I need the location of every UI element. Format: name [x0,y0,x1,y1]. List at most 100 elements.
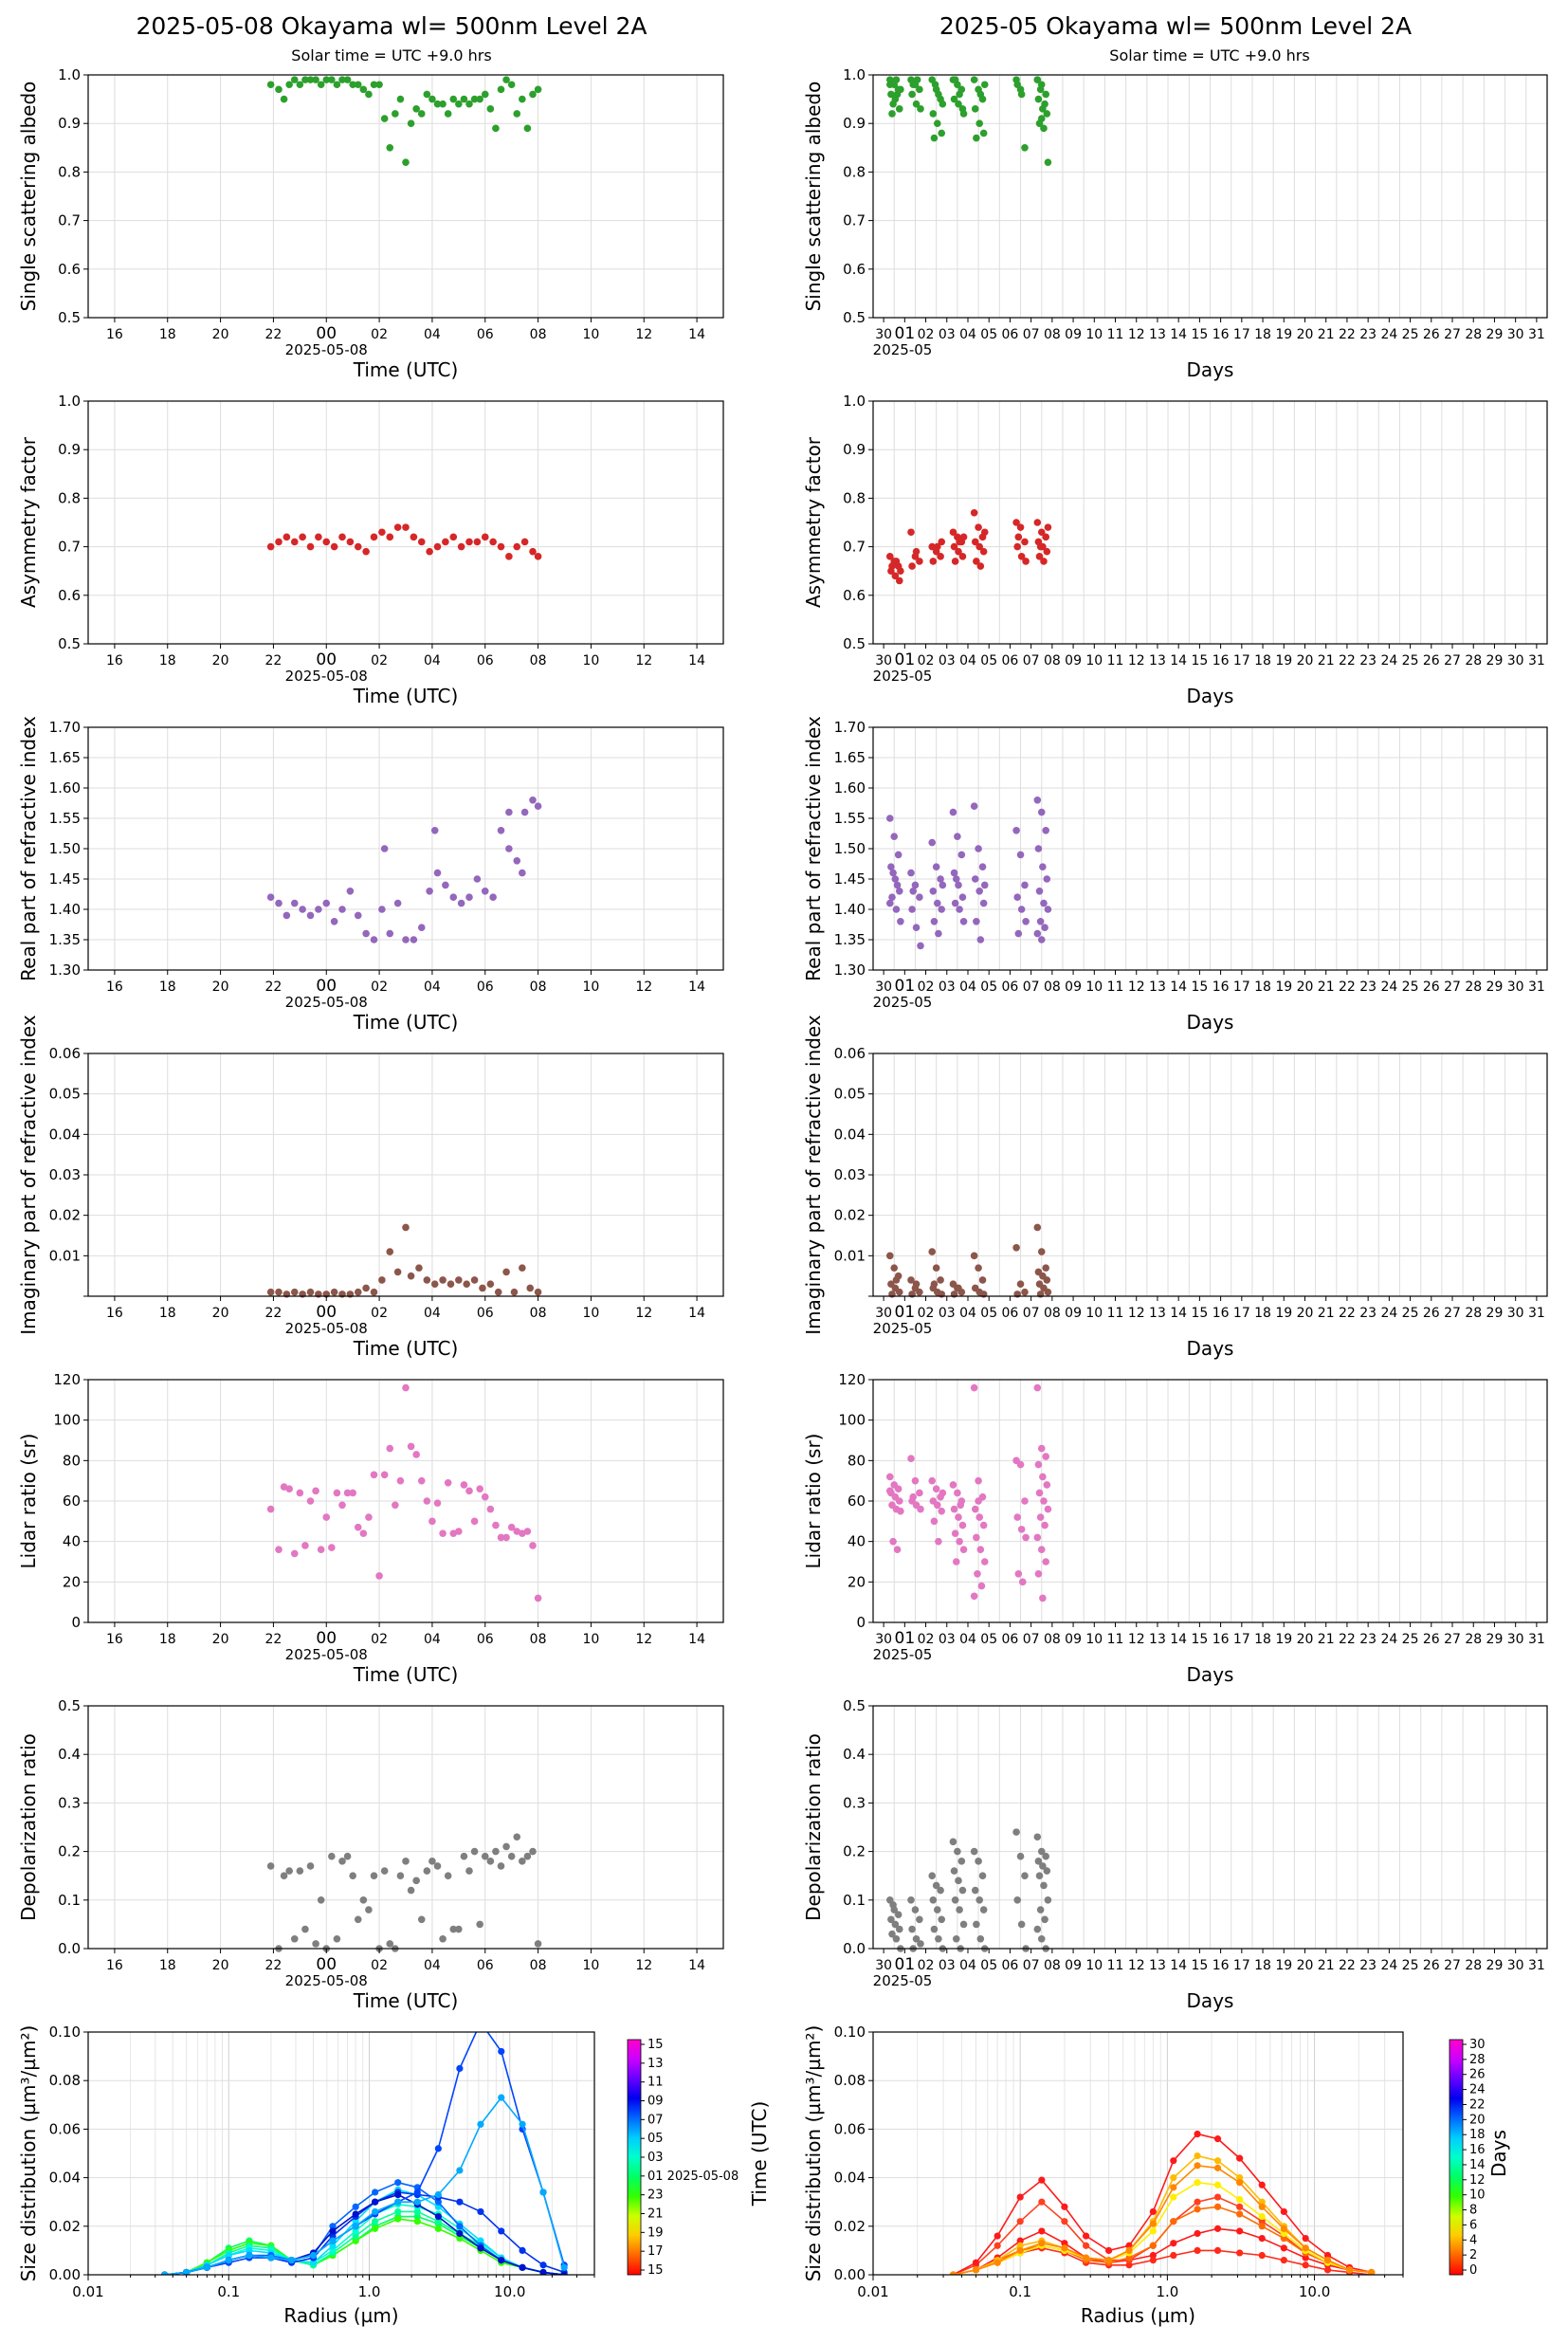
data-point [434,2145,442,2152]
data-point [275,899,283,907]
data-point [893,1546,902,1553]
x-date-label: 2025-05-08 [285,341,368,358]
x-tick-label: 22 [265,653,283,668]
data-point [956,1537,963,1546]
data-point [370,1471,378,1479]
data-point [909,1492,918,1501]
colorbar-tick-label: 11 [647,2076,664,2090]
data-point [473,538,482,546]
data-point [950,542,958,551]
data-point [930,1280,939,1288]
data-point [433,542,442,551]
data-point [1016,2218,1024,2225]
plot-frame [872,1379,1548,1623]
x-tick-label: 24 [1380,1306,1397,1321]
data-point [959,918,968,925]
data-point [1013,1896,1021,1904]
data-point [972,2266,980,2274]
data-point [895,888,903,895]
plot-frame [872,74,1548,319]
data-point [959,1546,968,1553]
data-point [477,2207,484,2216]
data-point [520,538,529,546]
data-point [1213,2193,1222,2201]
data-point [1016,1852,1025,1860]
colorbar-tick-label: 15 [647,2038,664,2052]
x-tick-label: 31 [1528,1306,1545,1321]
data-point [937,1886,944,1895]
x-tick-label: 13 [1149,327,1166,342]
x-tick-label: 29 [1486,327,1504,342]
data-point [958,553,967,560]
data-point [455,100,463,108]
data-point [392,110,399,118]
data-point [938,906,946,913]
data-point [225,2257,232,2264]
y-axis-label: Size distribution (µm³/µm²) [17,2025,40,2282]
data-point [507,1523,516,1531]
x-tick-label: 30 [1507,1632,1524,1647]
x-tick-label: 05 [980,1306,997,1321]
plot-frame [87,1705,724,1950]
x-tick-label: 28 [1465,980,1482,995]
data-point [434,2225,442,2232]
colorbar-tick-label: 09 [647,2095,664,2109]
data-point [203,2263,210,2271]
data-point [935,90,942,99]
x-tick-label: 16 [106,980,123,995]
x-tick-label: 15 [1191,1632,1208,1647]
x-tick-label: 06 [477,653,494,668]
data-point [246,2251,253,2260]
data-point [306,1288,315,1296]
data-point [394,2179,402,2187]
data-point [1021,1497,1029,1505]
y-tick-label: 1.45 [834,870,866,888]
x-tick-label: 18 [1254,1306,1271,1321]
x-tick-label: 24 [1380,653,1397,668]
data-point [352,2218,359,2225]
x-tick-label: 22 [265,1958,283,1973]
data-point [299,906,306,913]
data-point [520,808,529,816]
data-point [973,1533,980,1542]
data-point [954,833,961,840]
data-point [1258,2181,1266,2188]
x-tick-label: 07 [1023,980,1040,995]
data-point [439,100,447,108]
data-point [951,558,959,565]
series-line [164,2188,565,2275]
x-tick-label: 04 [959,1306,976,1321]
data-point [354,911,362,920]
data-point [912,924,921,931]
data-point [465,538,473,546]
data-point [973,134,980,142]
x-tick-label: 01 [895,1955,916,1974]
data-point [938,538,946,546]
data-point [928,838,937,847]
data-point [346,888,355,895]
x-tick-label: 12 [1128,980,1145,995]
x-tick-label: 16 [106,327,123,342]
colorbar [627,2039,642,2276]
x-tick-label: 31 [1528,327,1545,342]
data-point [362,929,370,938]
data-point [1042,1453,1049,1460]
data-point [498,2227,505,2235]
data-point [412,1877,420,1885]
data-point [909,81,918,89]
y-tick-label: 1.60 [49,779,81,797]
data-point [894,851,903,859]
data-point [1236,2249,1244,2257]
y-tick-label: 40 [63,1533,81,1550]
series-group [949,2130,1376,2275]
x-tick-label: 02 [918,653,935,668]
x-tick-label: 29 [1486,1306,1504,1321]
x-tick-label: 14 [688,980,705,995]
x-tick-label: 16 [1212,653,1230,668]
data-point [266,542,275,551]
x-tick-label: 23 [1359,1306,1377,1321]
data-point [507,81,516,89]
y-axis-label: Imaginary part of refractive index [17,1015,40,1335]
x-tick-label: 18 [159,653,176,668]
